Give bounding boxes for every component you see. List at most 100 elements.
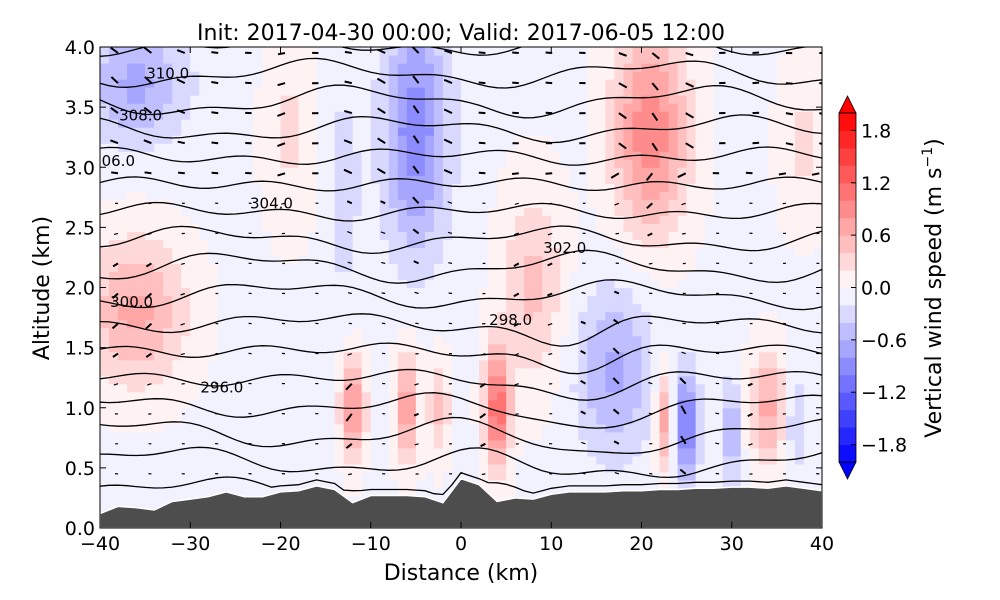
- heat-cell: [136, 279, 146, 289]
- heat-cell: [442, 135, 453, 144]
- heat-cell: [668, 311, 679, 321]
- heat-cell: [172, 311, 182, 321]
- heat-cell: [587, 183, 597, 192]
- heat-cell: [650, 351, 661, 361]
- heat-cell: [632, 215, 643, 224]
- heat-cell: [650, 47, 661, 56]
- heat-cell: [605, 167, 616, 176]
- heat-cell: [379, 95, 390, 104]
- heat-cell: [163, 295, 173, 305]
- heat-cell: [470, 327, 480, 337]
- heat-cell: [650, 159, 661, 168]
- heat-cell: [722, 159, 733, 168]
- heat-cell: [352, 455, 363, 465]
- heat-cell: [433, 335, 444, 345]
- heat-cell: [217, 471, 227, 481]
- heat-cell: [118, 143, 128, 152]
- heat-cell: [208, 351, 218, 361]
- heat-cell: [623, 351, 634, 361]
- heat-cell: [127, 239, 137, 249]
- heat-cell: [127, 63, 137, 72]
- heat-cell: [379, 367, 390, 377]
- heat-cell: [433, 455, 444, 465]
- heat-cell: [199, 423, 209, 433]
- heat-cell: [190, 55, 200, 64]
- heat-cell: [208, 447, 218, 457]
- heat-cell: [641, 255, 652, 265]
- heat-cell: [181, 471, 191, 481]
- heat-cell: [181, 311, 191, 321]
- heat-cell: [506, 439, 516, 449]
- heat-cell: [704, 63, 715, 72]
- heat-cell: [695, 279, 706, 289]
- heat-cell: [109, 279, 119, 289]
- heat-cell: [424, 327, 435, 337]
- heat-cell: [776, 439, 787, 449]
- heat-cell: [497, 55, 507, 64]
- heat-cell: [794, 271, 805, 281]
- heat-cell: [470, 215, 480, 224]
- heat-cell: [722, 111, 733, 120]
- heat-cell: [316, 375, 327, 385]
- heat-cell: [479, 351, 489, 361]
- heat-cell: [542, 175, 552, 184]
- heat-cell: [578, 383, 588, 393]
- heat-cell: [388, 487, 399, 497]
- heat-cell: [136, 495, 146, 505]
- heat-cell: [289, 359, 300, 369]
- heat-cell: [370, 95, 381, 104]
- heat-cell: [163, 63, 173, 72]
- heat-cell: [641, 279, 652, 289]
- heat-cell: [596, 271, 607, 281]
- heat-cell: [109, 79, 119, 88]
- heat-cell: [542, 207, 552, 216]
- heat-cell: [352, 103, 363, 112]
- heat-cell: [262, 319, 273, 329]
- heat-cell: [307, 239, 318, 249]
- heat-cell: [506, 47, 516, 56]
- heat-cell: [109, 495, 119, 505]
- heat-cell: [271, 479, 282, 489]
- heat-cell: [731, 375, 742, 385]
- heat-cell: [343, 63, 354, 72]
- heat-cell: [596, 359, 607, 369]
- heat-cell: [343, 175, 354, 184]
- heat-cell: [289, 287, 300, 297]
- heat-cell: [406, 359, 417, 369]
- heat-cell: [100, 55, 110, 64]
- heat-cell: [758, 271, 769, 281]
- heat-cell: [424, 287, 435, 297]
- heat-cell: [470, 231, 480, 240]
- heat-cell: [181, 439, 191, 449]
- heat-cell: [605, 303, 616, 313]
- heat-cell: [109, 55, 119, 64]
- heat-cell: [695, 247, 706, 257]
- heat-cell: [668, 343, 679, 353]
- heat-cell: [470, 423, 480, 433]
- heat-cell: [316, 343, 327, 353]
- heat-cell: [244, 175, 255, 184]
- heat-cell: [713, 119, 724, 128]
- heat-cell: [803, 287, 814, 297]
- heat-cell: [145, 87, 155, 96]
- heat-cell: [542, 415, 552, 425]
- heat-cell: [776, 143, 787, 152]
- heat-cell: [623, 223, 634, 232]
- heat-cell: [506, 63, 516, 72]
- heat-cell: [650, 207, 661, 216]
- heat-cell: [614, 439, 625, 449]
- heat-cell: [812, 183, 822, 192]
- heat-cell: [100, 455, 110, 465]
- heat-cell: [767, 303, 778, 313]
- heat-cell: [650, 343, 661, 353]
- heat-cell: [812, 455, 822, 465]
- heat-cell: [208, 63, 218, 72]
- heat-cell: [524, 47, 534, 56]
- heat-cell: [262, 335, 273, 345]
- heat-cell: [713, 103, 724, 112]
- heat-cell: [289, 247, 300, 257]
- heat-cell: [767, 47, 778, 56]
- heat-cell: [109, 215, 119, 224]
- heat-cell: [659, 119, 670, 128]
- heat-cell: [334, 231, 345, 240]
